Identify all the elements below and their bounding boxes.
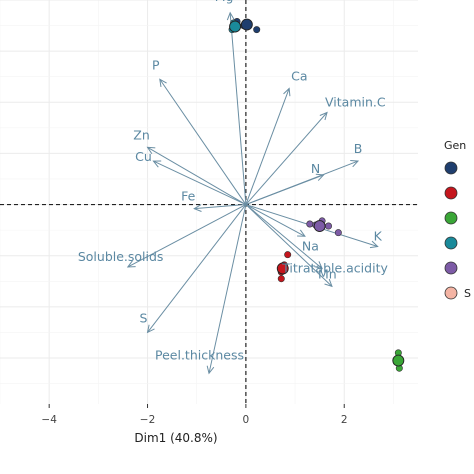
arrow-head xyxy=(159,78,167,88)
individual-point-group-5 xyxy=(334,229,342,237)
arrow-cu xyxy=(152,160,247,206)
variable-labels: Mg P Ca Vitamin.C Zn Cu B N Fe K Na Soluble.solids T… xyxy=(78,0,389,362)
variable-label-vitamin-c: Vitamin.C xyxy=(325,95,386,110)
arrow-p xyxy=(159,78,247,205)
arrow-head xyxy=(369,240,379,249)
arrow-head xyxy=(206,365,215,375)
individual-point-group-1 xyxy=(253,26,261,34)
arrow-shaft xyxy=(245,112,328,205)
group-centroid-1 xyxy=(240,18,253,31)
individual-point-group-2 xyxy=(284,251,292,259)
arrow-zn xyxy=(146,146,247,205)
variable-arrows xyxy=(126,11,379,375)
arrow-ca xyxy=(245,87,291,205)
arrow-head xyxy=(324,278,333,288)
arrow-shaft xyxy=(127,204,247,268)
variable-label-fe: Fe xyxy=(181,189,196,204)
group-centroid-5 xyxy=(313,220,326,232)
arrow-head xyxy=(126,260,136,268)
arrow-shaft xyxy=(245,204,323,269)
plot-grid xyxy=(0,0,418,404)
legend-title: Gen xyxy=(444,139,466,152)
legend-key-6 xyxy=(444,286,458,300)
arrow-titratable-acidity xyxy=(245,204,323,270)
legend-key-5 xyxy=(444,261,458,275)
arrow-shaft xyxy=(245,174,324,206)
legend-key-4 xyxy=(444,236,458,250)
arrow-head xyxy=(152,160,162,168)
x-tick-label: 0 xyxy=(243,414,250,426)
arrow-head xyxy=(146,146,156,155)
variable-label-mg: Mg xyxy=(215,0,234,4)
reference-lines xyxy=(0,0,418,404)
arrow-shaft xyxy=(245,88,290,205)
arrow-shaft xyxy=(153,160,247,206)
arrow-mg xyxy=(226,11,247,205)
arrow-shaft xyxy=(245,204,333,287)
arrow-head xyxy=(193,204,202,212)
arrow-head xyxy=(297,229,306,237)
legend-key-1 xyxy=(444,161,458,175)
arrow-n xyxy=(245,173,325,206)
x-tick-label: −2 xyxy=(140,414,155,426)
arrow-head xyxy=(314,261,323,270)
variable-label-n: N xyxy=(311,161,320,176)
variable-label-na: Na xyxy=(302,238,319,253)
legend: Gen S xyxy=(444,139,471,300)
arrow-head xyxy=(226,11,235,21)
arrow-soluble-solids xyxy=(126,204,247,268)
arrow-shaft xyxy=(159,78,247,205)
variable-label-soluble-solids: Soluble.solids xyxy=(78,249,164,264)
individual-points xyxy=(228,17,405,372)
arrow-shaft xyxy=(208,204,247,374)
arrow-s xyxy=(146,204,247,334)
arrow-mn xyxy=(245,204,333,288)
legend-items: S xyxy=(444,161,471,300)
arrow-head xyxy=(315,173,325,181)
variable-label-ca: Ca xyxy=(291,68,307,83)
group-centroid-2 xyxy=(276,262,289,275)
arrow-shaft xyxy=(147,204,247,333)
arrow-shaft xyxy=(194,204,246,210)
arrow-head xyxy=(319,111,328,121)
individual-point-group-2 xyxy=(277,275,285,283)
arrow-shaft xyxy=(229,12,247,205)
variable-label-mn: Mn xyxy=(318,266,337,281)
variable-label-zn: Zn xyxy=(133,127,150,142)
arrow-shaft xyxy=(245,204,306,237)
x-tick-label: 2 xyxy=(341,414,348,426)
legend-key-2 xyxy=(444,186,458,200)
arrow-head xyxy=(146,324,155,334)
variable-label-titratable-acidity: Titratable.acidity xyxy=(281,260,388,275)
individual-point-group-5 xyxy=(324,222,332,230)
individual-point-group-5 xyxy=(306,220,314,228)
legend-label-6: S xyxy=(464,287,471,300)
variable-label-cu: Cu xyxy=(135,149,152,164)
x-tick-label: −4 xyxy=(41,414,57,426)
group-centroid-3 xyxy=(392,354,405,367)
arrow-head xyxy=(283,87,291,97)
arrow-na xyxy=(245,204,306,237)
arrow-head xyxy=(350,159,360,168)
legend-key-3 xyxy=(444,211,458,225)
x-axis-title: Dim1 (40.8%) xyxy=(134,431,217,445)
variable-label-peel-thickness: Peel.thickness xyxy=(155,347,244,362)
arrow-fe xyxy=(193,204,246,212)
variable-label-k: K xyxy=(374,228,383,243)
variable-label-s: S xyxy=(140,310,148,325)
variable-label-b: B xyxy=(354,141,363,156)
group-centroid-4 xyxy=(229,20,242,33)
variable-label-p: P xyxy=(152,57,160,72)
arrow-shaft xyxy=(147,146,247,205)
x-axis-ticks: −4 −2 0 2 xyxy=(41,404,348,426)
arrow-peel-thickness xyxy=(206,204,247,375)
arrow-vitamin-c xyxy=(245,111,328,205)
